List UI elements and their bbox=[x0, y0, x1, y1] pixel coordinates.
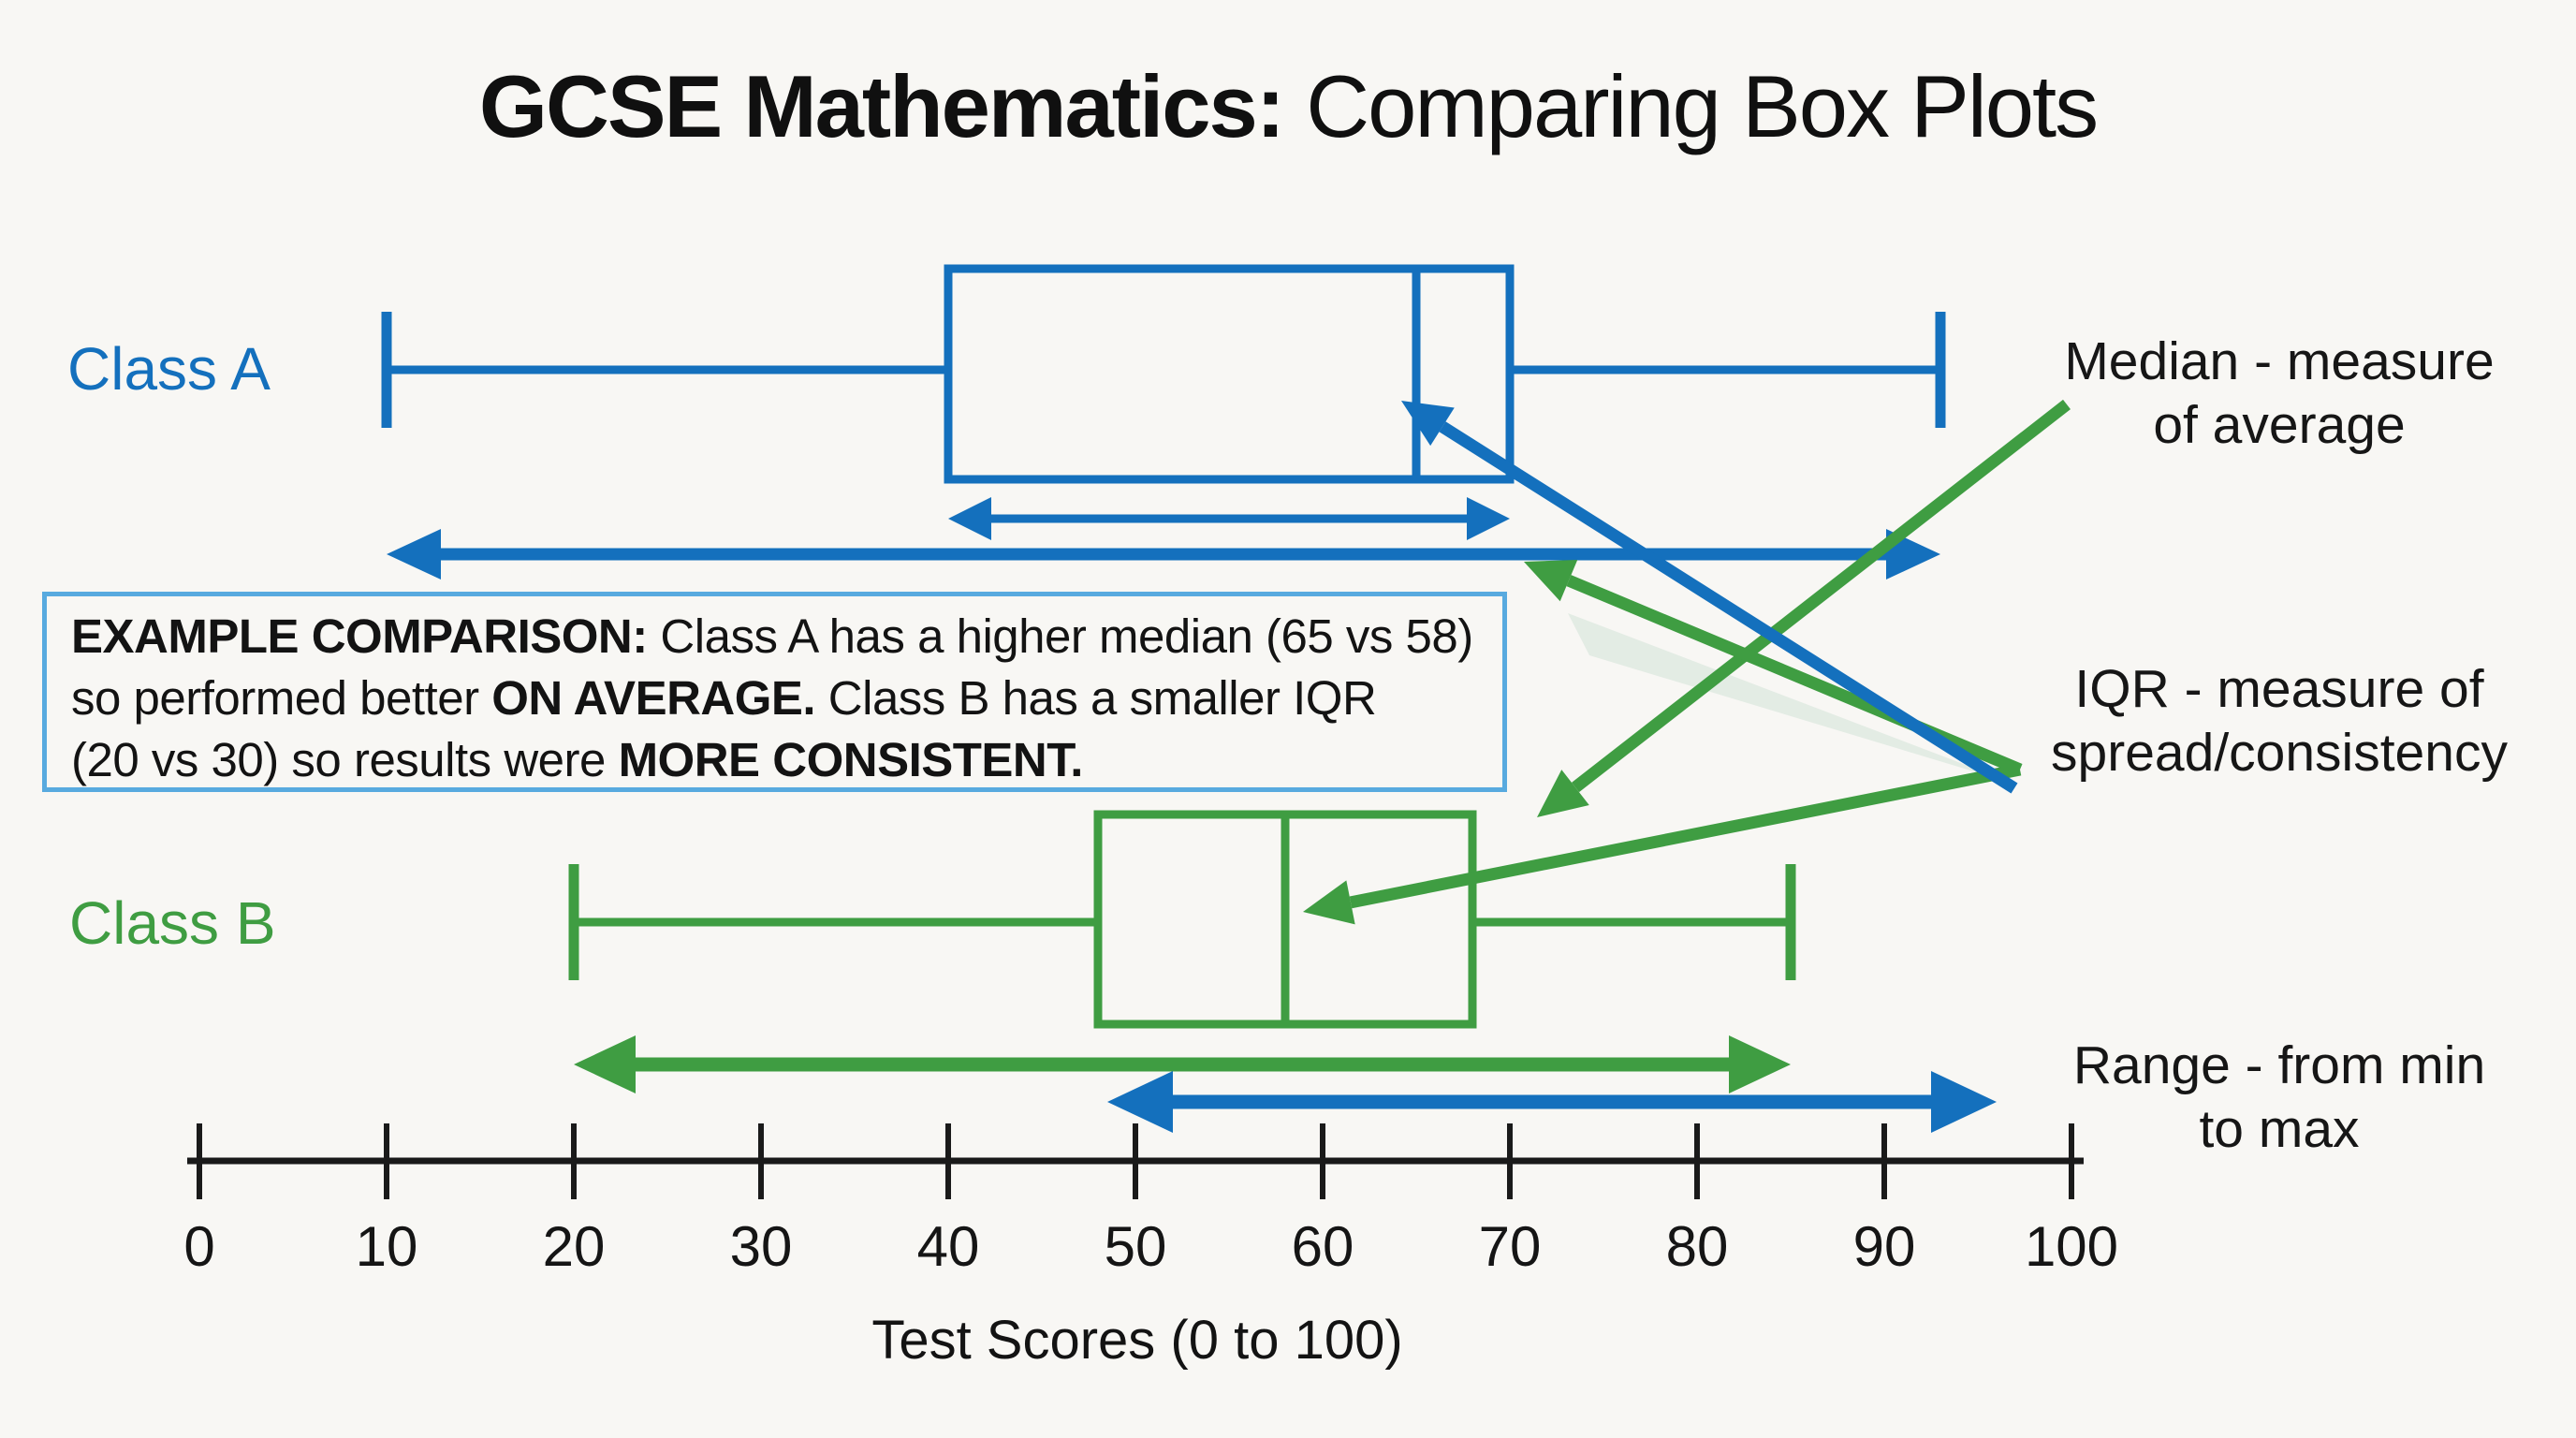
page-title: GCSE Mathematics: Comparing Box Plots bbox=[0, 56, 2576, 157]
median-annotation-line1: Median - measure bbox=[2064, 331, 2495, 391]
axis-title: Test Scores (0 to 100) bbox=[871, 1310, 1403, 1371]
callout-line3-bold: MORE CONSISTENT. bbox=[618, 733, 1084, 786]
page-title-bold: GCSE Mathematics: bbox=[478, 57, 1285, 155]
range-annotation: Range - from min to max bbox=[2036, 1034, 2523, 1161]
lower-range-arrow-left-head bbox=[1107, 1071, 1173, 1133]
iqr-annotation-line1: IQR - measure of bbox=[2074, 659, 2484, 719]
class-a-iqr-arrow-left-head bbox=[948, 497, 991, 540]
axis-tick-label: 90 bbox=[1853, 1215, 1916, 1278]
callout-line2-bold: ON AVERAGE. bbox=[491, 671, 816, 725]
median-to-class-b-connector-head bbox=[1537, 770, 1589, 817]
callout-line2-pre: so performed better bbox=[71, 671, 492, 725]
axis-tick-label: 70 bbox=[1479, 1215, 1542, 1278]
median-annotation-line2: of average bbox=[2153, 395, 2406, 455]
axis-tick-label: 40 bbox=[917, 1215, 980, 1278]
to-class-a-median-connector-head bbox=[1401, 401, 1455, 447]
pale-wedge-artifact bbox=[1568, 613, 2017, 785]
callout-line-3: (20 vs 30) so results were MORE CONSISTE… bbox=[71, 729, 1484, 791]
class-a-range-arrow-left-head bbox=[387, 529, 441, 580]
iqr-annotation: IQR - measure of spread/consistency bbox=[2036, 657, 2523, 785]
axis-tick-label: 50 bbox=[1105, 1215, 1167, 1278]
callout-line3-pre: (20 vs 30) so results were bbox=[71, 733, 619, 786]
comparison-callout: EXAMPLE COMPARISON: Class A has a higher… bbox=[42, 592, 1507, 792]
callout-line-2: so performed better ON AVERAGE. Class B … bbox=[71, 668, 1484, 729]
iqr-annotation-line2: spread/consistency bbox=[2051, 723, 2508, 783]
callout-line1-rest: Class A has a higher median (65 vs 58) bbox=[647, 609, 1473, 663]
axis-tick-label: 80 bbox=[1666, 1215, 1729, 1278]
range-annotation-line2: to max bbox=[2199, 1099, 2360, 1159]
axis-tick-label: 0 bbox=[183, 1215, 214, 1278]
callout-line1-bold: EXAMPLE COMPARISON: bbox=[71, 609, 648, 663]
class-a-box bbox=[944, 264, 1515, 484]
median-to-class-b-connector-shaft bbox=[1572, 399, 2071, 793]
axis-tick-label: 60 bbox=[1292, 1215, 1354, 1278]
page-title-rest: Comparing Box Plots bbox=[1283, 57, 2099, 155]
callout-line-1: EXAMPLE COMPARISON: Class A has a higher… bbox=[71, 606, 1484, 668]
class-b-range-arrow-right-head bbox=[1729, 1035, 1791, 1093]
class-b-label: Class B bbox=[69, 889, 276, 957]
class-a-label: Class A bbox=[67, 335, 271, 403]
median-annotation: Median - measure of average bbox=[2036, 330, 2523, 457]
axis-tick-label: 100 bbox=[2025, 1215, 2118, 1278]
iqr-to-class-a-iqr-connector-head bbox=[1524, 559, 1578, 602]
class-a-iqr-arrow-right-head bbox=[1467, 497, 1510, 540]
axis-tick-label: 30 bbox=[730, 1215, 793, 1278]
axis-tick-label: 10 bbox=[356, 1215, 418, 1278]
callout-line2-rest: Class B has a smaller IQR bbox=[815, 671, 1377, 725]
class-b-range-arrow-left-head bbox=[574, 1035, 636, 1093]
axis-tick-label: 20 bbox=[543, 1215, 606, 1278]
range-annotation-line1: Range - from min bbox=[2072, 1035, 2486, 1095]
lower-range-arrow-right-head bbox=[1931, 1071, 1997, 1133]
iqr-to-class-b-median-connector-head bbox=[1303, 880, 1355, 925]
iqr-to-class-b-median-connector-shaft bbox=[1349, 763, 2022, 909]
to-class-a-median-connector-shaft bbox=[1439, 421, 2018, 794]
